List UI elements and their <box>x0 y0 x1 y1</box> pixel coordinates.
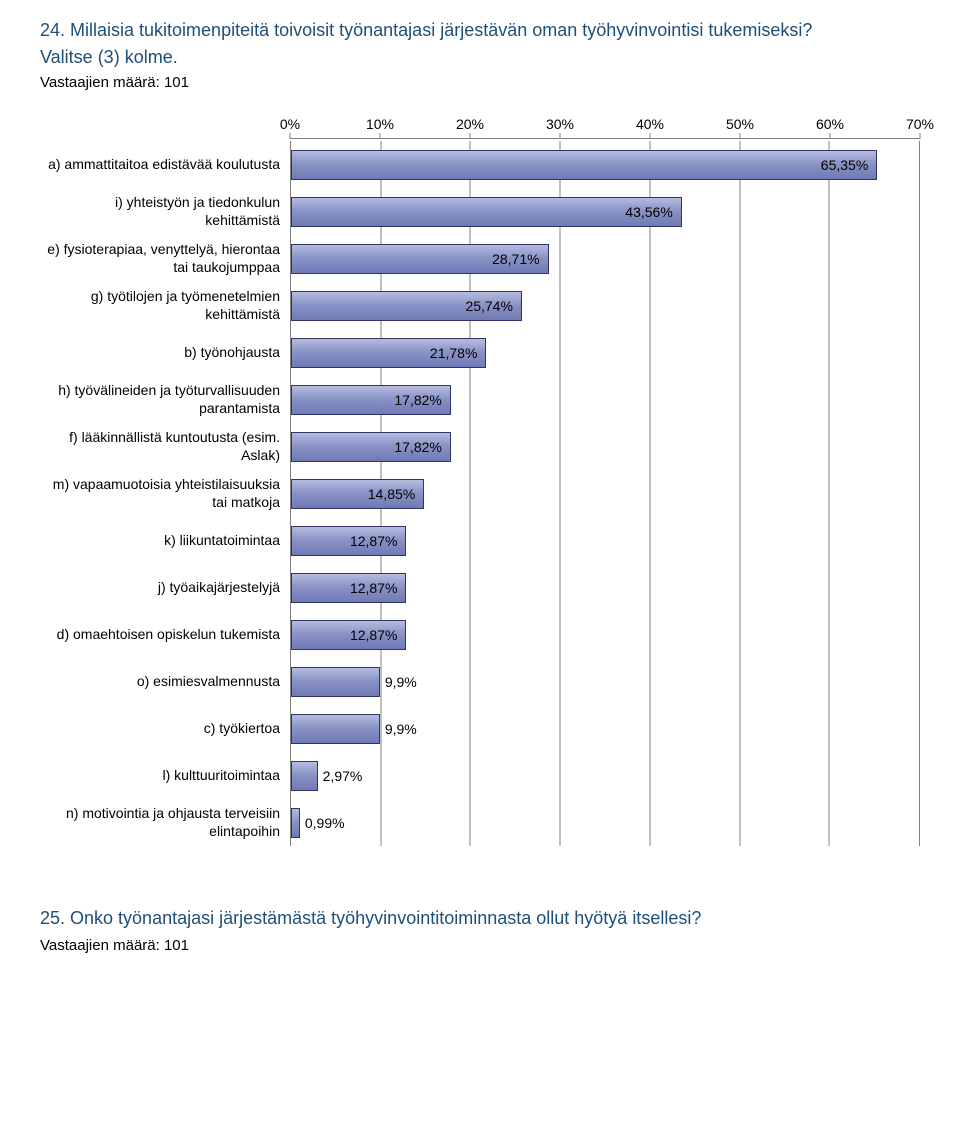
bar-label: n) motivointia ja ohjausta terveisiin el… <box>40 799 290 846</box>
bar-row: 17,82% <box>291 423 919 470</box>
bar-label: f) lääkinnällistä kuntoutusta (esim. Asl… <box>40 423 290 470</box>
bar-label: m) vapaamuotoisia yhteistilaisuuksia tai… <box>40 470 290 517</box>
bar-chart: 0%10%20%30%40%50%60%70% a) ammattitaitoa… <box>40 117 920 846</box>
bar: 12,87% <box>291 620 406 650</box>
bar-row: 2,97% <box>291 752 919 799</box>
bar-row: 9,9% <box>291 705 919 752</box>
bar: 43,56% <box>291 197 682 227</box>
x-axis: 0%10%20%30%40%50%60%70% <box>40 117 920 139</box>
bar: 21,78% <box>291 338 486 368</box>
bar-value: 21,78% <box>430 345 477 361</box>
bar-value: 65,35% <box>821 157 868 173</box>
bar: 14,85% <box>291 479 424 509</box>
bar-label: j) työaikajärjestelyjä <box>40 564 290 611</box>
bar-row: 12,87% <box>291 611 919 658</box>
bar-label: b) työnohjausta <box>40 329 290 376</box>
bar: 28,71% <box>291 244 549 274</box>
bar-value: 12,87% <box>350 627 397 643</box>
bar-row: 21,78% <box>291 329 919 376</box>
bar-row: 43,56% <box>291 188 919 235</box>
bar-row: 17,82% <box>291 376 919 423</box>
bar: 12,87% <box>291 526 406 556</box>
bar: 17,82% <box>291 385 451 415</box>
bar-value: 12,87% <box>350 533 397 549</box>
x-tick-label: 20% <box>456 116 484 132</box>
bar: 12,87% <box>291 573 406 603</box>
bar-value: 17,82% <box>394 392 441 408</box>
bar: 25,74% <box>291 291 522 321</box>
bar-label: c) työkiertoa <box>40 705 290 752</box>
bar-row: 25,74% <box>291 282 919 329</box>
x-tick-label: 50% <box>726 116 754 132</box>
bar: 9,9% <box>291 714 380 744</box>
question-title-2: 25. Onko työnantajasi järjestämästä työh… <box>40 906 920 931</box>
bar-label: a) ammattitaitoa edistävää koulutusta <box>40 141 290 188</box>
bar-value: 25,74% <box>465 298 512 314</box>
x-tick-label: 40% <box>636 116 664 132</box>
bar-row: 12,87% <box>291 564 919 611</box>
bar-value: 14,85% <box>368 486 415 502</box>
bar-label: k) liikuntatoimintaa <box>40 517 290 564</box>
respondent-count: Vastaajien määrä: 101 <box>40 74 920 91</box>
x-tick-label: 10% <box>366 116 394 132</box>
bar-label: i) yhteistyön ja tiedonkulun kehittämist… <box>40 188 290 235</box>
bar-label: o) esimiesvalmennusta <box>40 658 290 705</box>
bar-label: g) työtilojen ja työmenetelmien kehittäm… <box>40 282 290 329</box>
x-tick-label: 70% <box>906 116 934 132</box>
bar: 2,97% <box>291 761 318 791</box>
bar: 65,35% <box>291 150 877 180</box>
bar-row: 12,87% <box>291 517 919 564</box>
bar-row: 28,71% <box>291 235 919 282</box>
bar-row: 14,85% <box>291 470 919 517</box>
bar: 9,9% <box>291 667 380 697</box>
bar-value: 9,9% <box>385 721 417 737</box>
x-tick-label: 30% <box>546 116 574 132</box>
bar-value: 43,56% <box>625 204 672 220</box>
bar-value: 0,99% <box>305 815 345 831</box>
bar-value: 2,97% <box>323 768 363 784</box>
x-tick-label: 0% <box>280 116 300 132</box>
bar-row: 9,9% <box>291 658 919 705</box>
bar-value: 12,87% <box>350 580 397 596</box>
bar: 0,99% <box>291 808 300 838</box>
bar-row: 65,35% <box>291 141 919 188</box>
bar-label: d) omaehtoisen opiskelun tukemista <box>40 611 290 658</box>
plot-area: 65,35% 43,56% 28,71% 25,74% 21,78% 17,82% 17,8… <box>290 141 920 846</box>
y-axis-labels: a) ammattitaitoa edistävää koulutustai) … <box>40 141 290 846</box>
x-tick-label: 60% <box>816 116 844 132</box>
bar-label: e) fysioterapiaa, venyttelyä, hierontaa … <box>40 235 290 282</box>
bar-row: 0,99% <box>291 799 919 846</box>
bar-label: l) kulttuuritoimintaa <box>40 752 290 799</box>
bar-label: h) työvälineiden ja työturvallisuuden pa… <box>40 376 290 423</box>
bar: 17,82% <box>291 432 451 462</box>
bar-value: 28,71% <box>492 251 539 267</box>
bar-value: 9,9% <box>385 674 417 690</box>
question-subtitle: Valitse (3) kolme. <box>40 47 920 68</box>
bar-value: 17,82% <box>394 439 441 455</box>
respondent-count-2: Vastaajien määrä: 101 <box>40 937 920 954</box>
question-title: 24. Millaisia tukitoimenpiteitä toivoisi… <box>40 18 920 43</box>
